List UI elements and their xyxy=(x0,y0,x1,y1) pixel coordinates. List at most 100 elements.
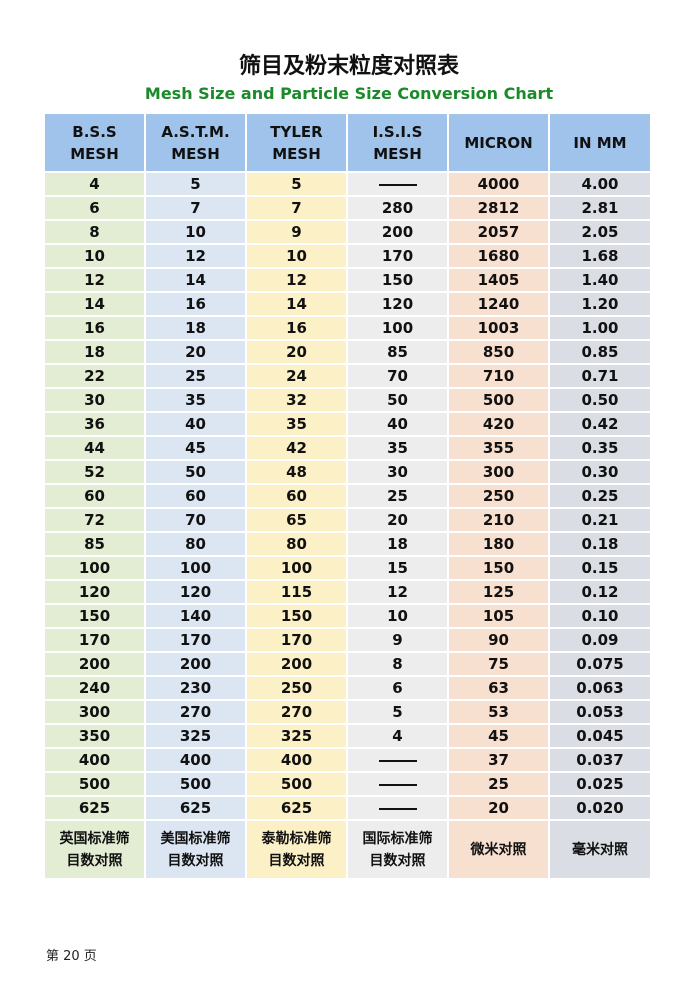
table-cell: 7 xyxy=(144,195,247,221)
table-cell: 120 xyxy=(144,579,247,605)
column-header-line: MESH xyxy=(373,144,422,163)
table-row: 6 7 7 280 2812 2.81 xyxy=(43,195,652,221)
column-header-line: MESH xyxy=(272,144,321,163)
table-cell: 12 xyxy=(245,267,348,293)
table-cell: 25 xyxy=(447,771,550,797)
table-cell: 0.045 xyxy=(548,723,652,749)
table-cell: 0.053 xyxy=(548,699,652,725)
column-header-line: MICRON xyxy=(464,133,533,152)
table-cell: 120 xyxy=(43,579,146,605)
table-cell: 10 xyxy=(245,243,348,269)
table-cell: 0.25 xyxy=(548,483,652,509)
table-cell: 0.025 xyxy=(548,771,652,797)
table-cell: 400 xyxy=(245,747,348,773)
table-cell: 100 xyxy=(245,555,348,581)
table-row: 14 16 14 120 1240 1.20 xyxy=(43,291,652,317)
table-cell: 12 xyxy=(43,267,146,293)
table-cell: 250 xyxy=(447,483,550,509)
table-cell: 10 xyxy=(43,243,146,269)
table-cell: 2.05 xyxy=(548,219,652,245)
table-cell: 625 xyxy=(144,795,247,821)
table-row: 12 14 12 150 1405 1.40 xyxy=(43,267,652,293)
table-cell: 0.075 xyxy=(548,651,652,677)
dash-text: —— xyxy=(417,797,418,798)
footer-cell-line: 泰勒标准筛 xyxy=(261,830,332,847)
table-cell: 32 xyxy=(245,387,348,413)
table-cell: 50 xyxy=(144,459,247,485)
table-cell: 1.40 xyxy=(548,267,652,293)
table-cell: 200 xyxy=(346,219,449,245)
table-row: 350 325 325 4 45 0.045 xyxy=(43,723,652,749)
column-header: I.S.I.S MESH xyxy=(346,112,449,173)
table-cell: 75 xyxy=(447,651,550,677)
table-cell: 18 xyxy=(43,339,146,365)
table-row: 60 60 60 25 250 0.25 xyxy=(43,483,652,509)
footer-row: 英国标准筛 目数对照 美国标准筛 目数对照 泰勒标准筛 目数对照 国际标准筛 目数对照 微米对照… xyxy=(43,819,652,880)
table-cell: 16 xyxy=(43,315,146,341)
table-row: 10 12 10 170 1680 1.68 xyxy=(43,243,652,269)
footer-cell-line: 美国标准筛 xyxy=(160,830,231,847)
table-cell: 9 xyxy=(245,219,348,245)
table-cell: 5 xyxy=(144,171,247,197)
table-row: 170 170 170 9 90 0.09 xyxy=(43,627,652,653)
table-cell: 400 xyxy=(144,747,247,773)
table-cell: 6 xyxy=(346,675,449,701)
table-cell: 7 xyxy=(245,195,348,221)
table-row: 30 35 32 50 500 0.50 xyxy=(43,387,652,413)
table-cell: 20 xyxy=(144,339,247,365)
footer-cell-line: 微米对照 xyxy=(470,841,527,858)
table-cell: 500 xyxy=(447,387,550,413)
table-cell: 0.35 xyxy=(548,435,652,461)
table-cell: 100 xyxy=(144,555,247,581)
table-cell: 150 xyxy=(43,603,146,629)
dash-text: —— xyxy=(417,773,418,774)
table-cell: 40 xyxy=(144,411,247,437)
table-cell: 140 xyxy=(144,603,247,629)
table-cell: 0.18 xyxy=(548,531,652,557)
dash-mark xyxy=(378,183,417,186)
table-cell: 35 xyxy=(144,387,247,413)
column-header: IN MM xyxy=(548,112,652,173)
dash-text: —— xyxy=(417,749,418,750)
column-header: TYLER MESH xyxy=(245,112,348,173)
table-cell: 80 xyxy=(144,531,247,557)
dash-mark xyxy=(378,783,417,786)
table-cell: —— xyxy=(346,747,449,773)
table-cell: 44 xyxy=(43,435,146,461)
table-cell: 1240 xyxy=(447,291,550,317)
table-row: 300 270 270 5 53 0.053 xyxy=(43,699,652,725)
table-cell: 24 xyxy=(245,363,348,389)
table-cell: 4 xyxy=(346,723,449,749)
table-cell: 10 xyxy=(144,219,247,245)
column-header-line: I.S.I.S xyxy=(372,122,423,141)
table-cell: 625 xyxy=(43,795,146,821)
table-cell: 0.10 xyxy=(548,603,652,629)
table-cell: 53 xyxy=(447,699,550,725)
table-cell: 70 xyxy=(144,507,247,533)
table-cell: 1.20 xyxy=(548,291,652,317)
table-cell: —— xyxy=(346,171,449,197)
conversion-table: B.S.S MESH A.S.T.M. MESH TYLER MESH I.S.I.S MES… xyxy=(43,112,652,880)
table-cell: 14 xyxy=(144,267,247,293)
table-cell: 15 xyxy=(346,555,449,581)
table-cell: 52 xyxy=(43,459,146,485)
table-cell: 48 xyxy=(245,459,348,485)
table-cell: 150 xyxy=(245,603,348,629)
table-row: 16 18 16 100 1003 1.00 xyxy=(43,315,652,341)
footer-cell: 微米对照 xyxy=(447,819,550,880)
table-cell: 280 xyxy=(346,195,449,221)
table-cell: 4000 xyxy=(447,171,550,197)
table-cell: 115 xyxy=(245,579,348,605)
table-cell: 8 xyxy=(346,651,449,677)
table-cell: 60 xyxy=(245,483,348,509)
column-header-line: TYLER xyxy=(270,122,323,141)
table-cell: 230 xyxy=(144,675,247,701)
table-cell: 850 xyxy=(447,339,550,365)
table-cell: 0.020 xyxy=(548,795,652,821)
table-row: 200 200 200 8 75 0.075 xyxy=(43,651,652,677)
footer-cell: 国际标准筛 目数对照 xyxy=(346,819,449,880)
table-row: 240 230 250 6 63 0.063 xyxy=(43,675,652,701)
table-cell: 72 xyxy=(43,507,146,533)
